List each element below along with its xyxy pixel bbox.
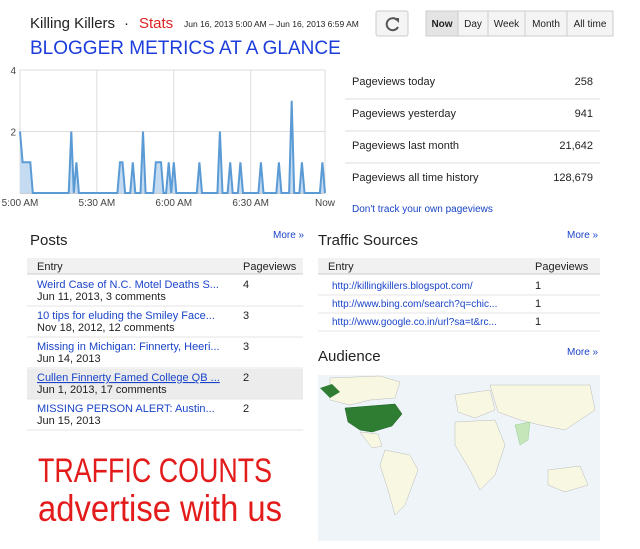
source-link[interactable]: http://killingkillers.blogspot.com/ [332,281,473,292]
x-tick-label: Now [315,198,336,209]
map-asia [489,384,596,431]
summary-table: Pageviews today 258 Pageviews yesterday 941… [345,76,600,184]
blog-title: Killing Killers [30,15,115,32]
post-meta: Jun 14, 2013 [37,353,101,365]
table-header-bg [318,258,600,274]
map-canada [329,375,401,406]
row-highlight [27,369,303,399]
range-buttons: Now Day Week Month All time [425,10,614,37]
date-range: Jun 16, 2013 5:00 AM – Jun 16, 2013 6:59… [184,19,359,29]
x-tick-label: 5:30 AM [79,198,116,209]
post-pageviews: 3 [243,341,249,353]
refresh-frame[interactable] [375,10,409,37]
range-button-label[interactable]: Month [532,19,560,30]
post-link[interactable]: Weird Case of N.C. Motel Deaths S... [37,279,219,291]
banner: BLOGGER METRICS AT A GLANCE [30,38,341,59]
map-europe [454,389,496,419]
promo-line: advertise with us [38,488,282,529]
range-button[interactable] [566,10,614,37]
range-button[interactable] [457,10,489,37]
traffic-title: Traffic Sources [318,232,418,249]
column-header: Pageviews [535,261,589,273]
traffic-table: Entry Pageviews http://killingkillers.blog… [318,258,600,332]
refresh-icon [385,17,399,32]
map-india [514,421,531,446]
summary-value: 128,679 [553,172,593,184]
map-australia [547,465,589,493]
y-tick-label: 4 [10,66,16,77]
post-pageviews: 2 [243,372,249,384]
range-button[interactable] [425,10,459,37]
source-link[interactable]: http://www.bing.com/search?q=chic... [332,299,497,310]
post-link[interactable]: Cullen Finnerty Famed College QB ... [37,372,220,384]
refresh-button[interactable] [375,10,409,37]
audience-map [318,375,600,541]
range-button-label[interactable]: Now [431,19,452,30]
x-tick-label: 5:00 AM [2,198,39,209]
summary-value: 941 [575,108,593,120]
map-south-america [379,449,419,516]
source-pageviews: 1 [535,316,541,328]
summary-label: Pageviews all time history [352,172,479,184]
source-link[interactable]: http://www.google.co.in/url?sa=t&rc... [332,317,497,328]
area-line [19,100,326,194]
map-mexico [359,431,383,449]
post-meta: Jun 1, 2013, 17 comments [37,384,167,396]
posts-table: Entry Pageviews Weird Case of N.C. Motel D… [27,258,303,431]
summary-label: Pageviews yesterday [352,108,456,120]
separator: · [124,15,129,32]
range-button-label[interactable]: Day [464,19,482,30]
summary-value: 21,642 [559,140,593,152]
column-header: Pageviews [243,261,297,273]
traffic-more[interactable]: More » [567,230,599,241]
refresh-arrow [394,18,399,23]
post-pageviews: 3 [243,310,249,322]
summary-label: Pageviews today [352,76,436,88]
audience-title: Audience [318,348,381,365]
y-tick-label: 2 [10,128,16,139]
range-button-label[interactable]: All time [574,19,607,30]
posts-title: Posts [30,232,68,249]
source-pageviews: 1 [535,280,541,292]
source-pageviews: 1 [535,298,541,310]
promo-line: TRAFFIC COUNTS [38,452,272,490]
post-link[interactable]: 10 tips for eluding the Smiley Face... [37,310,215,322]
dont-track-link[interactable]: Don't track your own pageviews [352,204,493,215]
summary-label: Pageviews last month [352,140,459,152]
posts-more[interactable]: More » [273,230,305,241]
x-tick-label: 6:30 AM [232,198,269,209]
summary-value: 258 [575,76,593,88]
post-link[interactable]: Missing in Michigan: Finnerty, Heeri... [37,341,220,353]
column-header: Entry [328,261,354,273]
post-meta: Jun 15, 2013 [37,415,101,427]
table-header-bg [27,258,303,274]
section-title: Stats [139,15,173,32]
range-button-label[interactable]: Week [494,19,520,30]
post-meta: Jun 11, 2013, 3 comments [37,291,166,303]
x-tick-label: 6:00 AM [155,198,192,209]
audience-more[interactable]: More » [567,347,599,358]
map-usa [344,403,403,433]
post-meta: Nov 18, 2012, 12 comments [37,322,175,334]
pageviews-chart: 2 4 5:00 AM 5:30 AM 6:00 AM 6:30 AM Now [2,66,336,209]
column-header: Entry [37,261,63,273]
map-africa [454,419,506,491]
post-pageviews: 4 [243,279,249,291]
post-pageviews: 2 [243,403,249,415]
map-alaska [320,384,340,398]
post-link[interactable]: MISSING PERSON ALERT: Austin... [37,403,215,415]
